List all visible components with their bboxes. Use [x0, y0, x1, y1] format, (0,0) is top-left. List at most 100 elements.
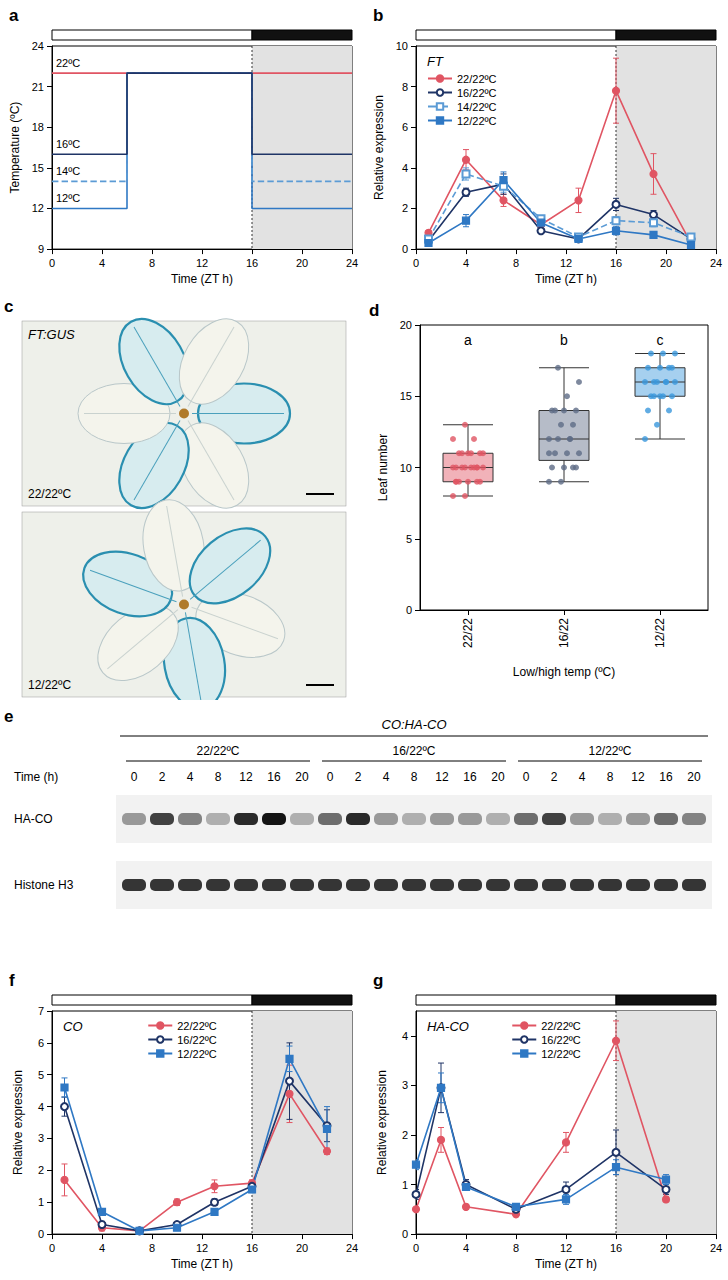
svg-text:0: 0 — [402, 243, 408, 255]
svg-text:0: 0 — [413, 257, 419, 269]
svg-text:5: 5 — [406, 533, 412, 545]
svg-text:c: c — [657, 332, 664, 348]
svg-text:4: 4 — [402, 162, 408, 174]
svg-text:20: 20 — [687, 770, 701, 784]
svg-text:12: 12 — [239, 770, 253, 784]
svg-text:0: 0 — [402, 1228, 408, 1240]
svg-text:8: 8 — [411, 770, 418, 784]
svg-text:b: b — [373, 6, 383, 25]
svg-text:16/22ºC: 16/22ºC — [392, 744, 435, 758]
svg-text:8: 8 — [513, 1242, 519, 1254]
svg-text:24: 24 — [710, 257, 722, 269]
svg-text:3: 3 — [38, 1132, 44, 1144]
svg-text:8: 8 — [607, 770, 614, 784]
svg-text:8: 8 — [215, 770, 222, 784]
svg-text:9: 9 — [38, 243, 44, 255]
svg-text:22/22ºC: 22/22ºC — [457, 73, 497, 85]
svg-text:8: 8 — [149, 1242, 155, 1254]
svg-text:22/22ºC: 22/22ºC — [28, 487, 71, 501]
svg-text:Histone H3: Histone H3 — [14, 878, 74, 892]
svg-text:2: 2 — [551, 770, 558, 784]
svg-text:16: 16 — [463, 770, 477, 784]
svg-text:4: 4 — [187, 770, 194, 784]
svg-text:CO:HA-CO: CO:HA-CO — [382, 717, 447, 732]
svg-text:4: 4 — [99, 257, 105, 269]
svg-text:2: 2 — [402, 202, 408, 214]
svg-text:Time (ZT h): Time (ZT h) — [171, 272, 233, 286]
svg-text:16/22ºC: 16/22ºC — [541, 1034, 581, 1046]
svg-text:Time (ZT h): Time (ZT h) — [171, 1257, 233, 1271]
svg-text:0: 0 — [49, 1242, 55, 1254]
svg-text:4: 4 — [38, 1101, 44, 1113]
svg-text:16/22ºC: 16/22ºC — [457, 87, 497, 99]
svg-text:16: 16 — [246, 1242, 258, 1254]
svg-text:8: 8 — [513, 257, 519, 269]
svg-text:22/22ºC: 22/22ºC — [196, 744, 239, 758]
svg-text:12: 12 — [560, 1242, 572, 1254]
svg-text:FT:GUS: FT:GUS — [28, 327, 75, 342]
svg-text:0: 0 — [406, 604, 412, 616]
svg-text:HA-CO: HA-CO — [14, 812, 53, 826]
svg-text:FT: FT — [427, 54, 444, 69]
svg-text:1: 1 — [38, 1196, 44, 1208]
svg-text:2: 2 — [355, 770, 362, 784]
svg-text:20: 20 — [660, 1242, 672, 1254]
svg-text:4: 4 — [463, 257, 469, 269]
svg-text:16/22: 16/22 — [557, 618, 571, 648]
svg-text:2: 2 — [38, 1164, 44, 1176]
svg-text:4: 4 — [383, 770, 390, 784]
svg-text:10: 10 — [400, 462, 412, 474]
svg-text:4: 4 — [579, 770, 586, 784]
svg-text:12: 12 — [196, 1242, 208, 1254]
svg-text:6: 6 — [38, 1037, 44, 1049]
svg-text:18: 18 — [32, 121, 44, 133]
svg-text:16: 16 — [246, 257, 258, 269]
svg-text:2: 2 — [159, 770, 166, 784]
svg-text:0: 0 — [327, 770, 334, 784]
svg-text:12: 12 — [196, 257, 208, 269]
svg-text:24: 24 — [710, 1242, 722, 1254]
svg-text:Time (ZT h): Time (ZT h) — [535, 1257, 597, 1271]
svg-text:Low/high temp (ºC): Low/high temp (ºC) — [513, 665, 615, 679]
svg-text:12/22ºC: 12/22ºC — [588, 744, 631, 758]
svg-text:20: 20 — [660, 257, 672, 269]
svg-text:e: e — [4, 707, 13, 726]
svg-text:16/22ºC: 16/22ºC — [177, 1034, 217, 1046]
svg-text:12/22ºC: 12/22ºC — [541, 1048, 581, 1060]
svg-text:a: a — [464, 332, 472, 348]
svg-text:6: 6 — [402, 121, 408, 133]
svg-text:16: 16 — [267, 770, 281, 784]
svg-text:14ºC: 14ºC — [56, 165, 80, 177]
svg-text:22/22ºC: 22/22ºC — [177, 1020, 217, 1032]
svg-text:20: 20 — [296, 257, 308, 269]
svg-text:Leaf number: Leaf number — [376, 434, 390, 501]
svg-text:12: 12 — [631, 770, 645, 784]
svg-text:16: 16 — [610, 257, 622, 269]
svg-text:16: 16 — [659, 770, 673, 784]
svg-text:20: 20 — [491, 770, 505, 784]
svg-text:0: 0 — [523, 770, 530, 784]
svg-text:4: 4 — [463, 1242, 469, 1254]
svg-text:Relative expression: Relative expression — [11, 1070, 25, 1175]
svg-text:16ºC: 16ºC — [56, 138, 80, 150]
svg-text:Time (ZT h): Time (ZT h) — [535, 272, 597, 286]
svg-text:f: f — [9, 971, 15, 990]
svg-text:Relative expression: Relative expression — [375, 1070, 389, 1175]
svg-text:12: 12 — [32, 202, 44, 214]
svg-text:7: 7 — [38, 1005, 44, 1017]
svg-text:Temperature (ºC): Temperature (ºC) — [8, 102, 22, 194]
svg-text:HA-CO: HA-CO — [427, 1019, 469, 1034]
svg-text:a: a — [9, 6, 19, 25]
svg-text:12: 12 — [435, 770, 449, 784]
svg-text:4: 4 — [402, 1030, 408, 1042]
svg-text:20: 20 — [295, 770, 309, 784]
svg-text:15: 15 — [32, 162, 44, 174]
svg-text:Time (h): Time (h) — [14, 770, 58, 784]
svg-text:24: 24 — [346, 257, 358, 269]
svg-text:0: 0 — [413, 1242, 419, 1254]
svg-text:10: 10 — [396, 40, 408, 52]
svg-text:4: 4 — [99, 1242, 105, 1254]
svg-text:Relative expression: Relative expression — [372, 95, 386, 200]
svg-text:c: c — [4, 297, 13, 316]
svg-text:20: 20 — [296, 1242, 308, 1254]
